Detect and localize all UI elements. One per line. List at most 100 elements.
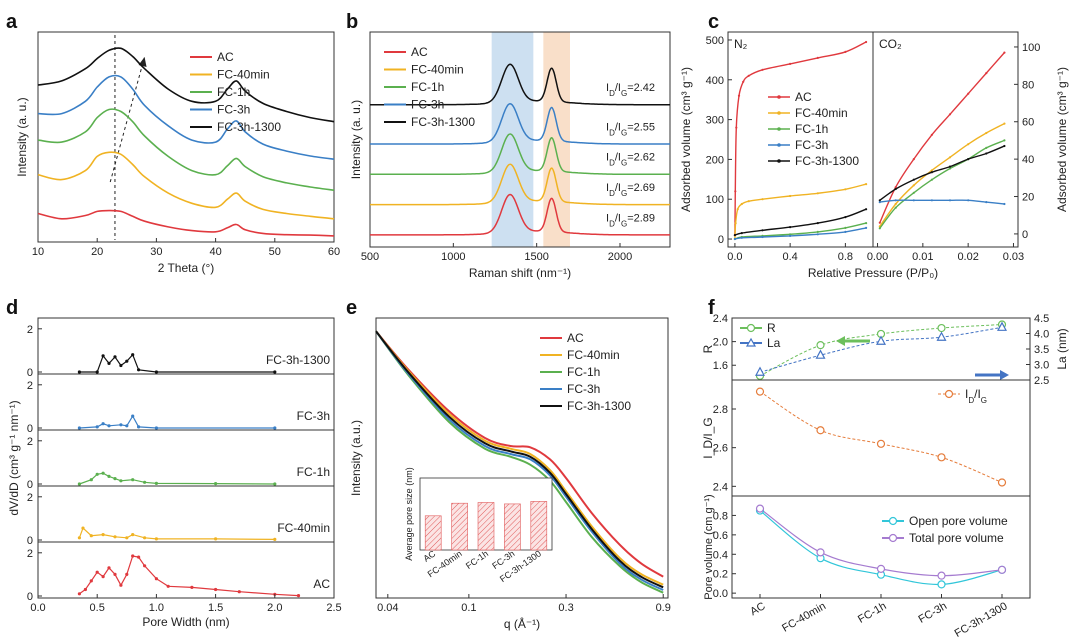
panel-c-co2-FC-3h-point — [985, 201, 988, 204]
panel-c-co2-FC-1h-point — [912, 191, 915, 194]
panel-c-ytick-left-label: 100 — [706, 194, 724, 206]
panel-f-top-ylabel-left: R — [701, 344, 715, 353]
panel-f-legend-open-label: Open pore volume — [909, 514, 1008, 528]
panel-c-co2-FC-3h-point — [894, 199, 897, 202]
panel-c-co2-AC-point — [894, 186, 897, 189]
panel-b-ratio-AC-part: I — [606, 212, 609, 224]
panel-c-n2-FC-3h-point — [844, 230, 847, 233]
panel-b-ratio-AC-part: G — [621, 219, 627, 228]
panel-d-ytick-label: 2 — [27, 436, 33, 448]
panel-f-legend-IDIG-label-part: I — [965, 387, 968, 401]
panel-c-co2-FC-3h-1300-point — [948, 165, 952, 168]
panel-a-shift-arrow — [109, 56, 146, 183]
panel-c-co2-FC-1h-point — [948, 167, 952, 170]
panel-c: c0.0 0.4 0.8 0.00 0.01 0.02 0.0301002003004005… — [679, 11, 1069, 280]
panel-c-co2-AC-point — [985, 72, 988, 75]
panel-f-top-ytick-right-label: 3.5 — [1034, 344, 1049, 356]
panel-b-xtick-label: 2000 — [608, 251, 632, 263]
panel-c-xtick-left-label: 0.4 — [782, 251, 797, 263]
panel-c-co2-AC-point — [912, 158, 915, 161]
panel-c-ylabel-right: Adsorbed volume (cm³ g⁻¹) — [1055, 67, 1069, 212]
panel-b-line-FC-3h — [370, 102, 670, 145]
panel-c-ytick-right-label: 100 — [1022, 42, 1040, 54]
panel-d-FC-1h-point — [113, 477, 117, 481]
panel-d-FC-3h-1300-point — [154, 370, 158, 374]
panel-e-ylabel: Intensity (a.u.) — [349, 420, 363, 496]
panel-c-co2-line-FC-40min — [879, 122, 1005, 227]
panel-c-co2-FC-3h-1300-point — [985, 152, 988, 155]
panel-a-xlabel: 2 Theta (°) — [158, 261, 215, 275]
panel-d-line-FC-3h — [79, 414, 275, 429]
panel-c-n2-AC-point — [742, 80, 745, 83]
panel-e-xtick-label: 0.1 — [461, 602, 476, 614]
panel-c-n2-FC-40min-point — [747, 200, 750, 203]
panel-d-subplot-frame-FC-1h — [37, 429, 335, 487]
panel-d-xlabel: Pore Width (nm) — [142, 615, 229, 629]
panel-d-AC-point — [214, 587, 218, 592]
panel-f-top-ytick-right-label: 3.0 — [1034, 360, 1049, 372]
panel-e-line-AC — [375, 330, 664, 578]
panel-c-xtick-right-label: 0.00 — [867, 251, 888, 263]
panel-a-xtick-label: 50 — [269, 246, 281, 258]
panel-c-legend-FC-3h-marker — [777, 143, 781, 147]
panel-d-AC-point — [143, 564, 147, 568]
panel-c-co2-FC-3h-1300-point — [1003, 144, 1006, 148]
panel-b-ratio-AC-part: /I — [615, 212, 621, 224]
panel-f-middle-ytick-label: 2.8 — [713, 404, 728, 416]
panel-c-ytick-right-label: 80 — [1022, 79, 1034, 91]
panel-f-top-ytick-right-label: 4.5 — [1034, 313, 1049, 325]
panel-d-FC-3h-1300-point — [113, 355, 117, 359]
panel-a-frame — [37, 31, 335, 243]
panel-c-co2-FC-40min-point — [894, 202, 897, 206]
panel-d-AC-point — [166, 584, 170, 588]
panel-a-ylabel: Intensity (a. u.) — [15, 97, 29, 176]
panel-c-n2-AC-point — [735, 126, 738, 129]
panel-a-xtick-label: 30 — [150, 246, 162, 258]
panel-d-FC-40min-point — [131, 533, 135, 537]
panel-e-inset-bar-AC — [424, 515, 442, 551]
panel-d-AC-point — [119, 583, 123, 587]
panel-f-top-ylabel-right: La (nm) — [1055, 328, 1069, 369]
panel-e-inset-label-AC: AC — [421, 548, 437, 564]
panel-d-AC-point — [107, 566, 111, 570]
panel-e-legend-FC-1h-label: FC-1h — [567, 365, 600, 379]
panel-c-n2-FC-1h-point — [844, 226, 847, 229]
panel-c-co2-FC-3h-point — [1003, 202, 1006, 206]
panel-d-ytick-label: 0 — [27, 535, 33, 547]
panel-d-FC-3h-point — [137, 425, 141, 429]
panel-d-FC-3h-1300-point — [95, 370, 99, 374]
panel-c-legend-FC-1h-label: FC-1h — [795, 122, 828, 136]
panel-d-FC-40min-point — [101, 533, 105, 537]
panel-c-n2-FC-40min-point — [761, 198, 764, 201]
panel-c-n2-label: N₂ — [734, 37, 748, 51]
panel-f-IDIG-marker-AC — [755, 387, 765, 396]
panel-f-R-marker-FC-40min — [816, 341, 825, 350]
panel-d-AC-point — [83, 587, 87, 592]
panel-d-FC-3h-1300-point — [119, 363, 123, 368]
panel-f-La-arrow-head — [1000, 370, 1009, 380]
panel-a-xtick-label: 60 — [328, 246, 340, 258]
panel-c-ytick-left-label: 200 — [706, 154, 724, 166]
panel-d-FC-1h-point — [101, 471, 105, 475]
panel-a-letter: a — [6, 11, 18, 33]
panel-c-n2-FC-40min-point — [816, 192, 819, 195]
panel-f-legend-total-marker — [888, 533, 898, 543]
panel-d-FC-3h-1300-point — [107, 361, 111, 365]
panel-c-co2-line-AC — [879, 52, 1005, 223]
panel-f-legend-IDIG-label: ID/IG — [965, 387, 987, 405]
panel-f-middle-ylabel: I_D/I_G — [701, 417, 715, 458]
panel-c-n2-FC-40min-point — [734, 222, 737, 225]
panel-e-line-FC-1h — [375, 330, 664, 594]
panel-f-xtick-label-FC-1h: FC-1h — [856, 600, 888, 626]
panel-d-ytick-label: 0 — [27, 591, 33, 603]
panel-e-inset-ylabel: Average pore size (nm) — [404, 467, 414, 560]
panel-a-xtick-label: 10 — [32, 246, 44, 258]
panel-d-FC-40min-point — [143, 536, 147, 540]
panel-f-top-ytick-left-label: 2.4 — [713, 313, 728, 325]
panel-d-xtick-label: 1.5 — [208, 602, 223, 614]
panel-e-legend-FC-3h-label: FC-3h — [567, 382, 600, 396]
panel-c-co2-label: CO₂ — [879, 37, 902, 51]
panel-c-n2-FC-3h-point — [740, 236, 743, 239]
panel-d-line-AC — [79, 555, 299, 597]
panel-b-ratio-FC-3h: ID/IG=2.55 — [606, 121, 655, 137]
